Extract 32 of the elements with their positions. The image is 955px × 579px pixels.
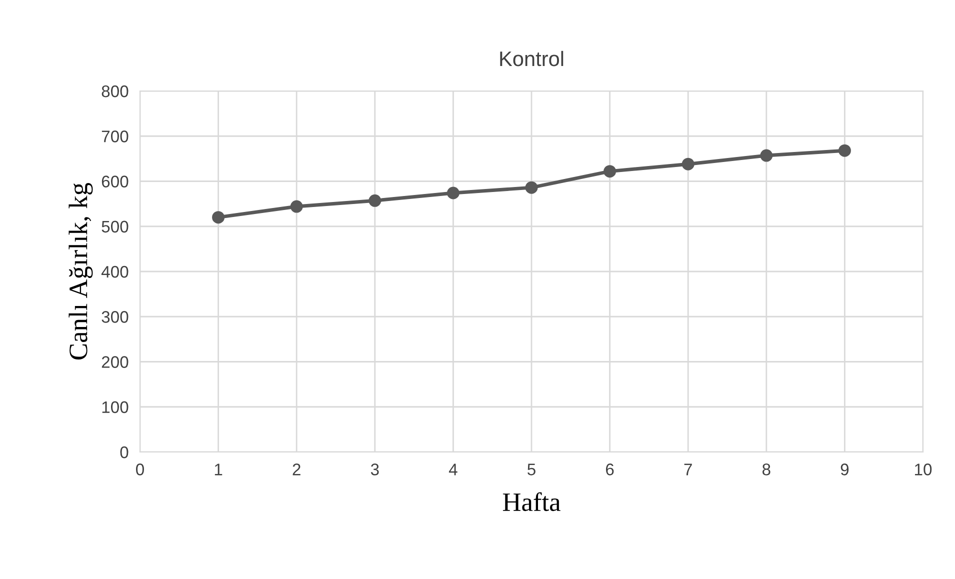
y-tick-label: 100 [102, 401, 128, 414]
point [525, 181, 538, 194]
x-tick-label: 8 [762, 464, 770, 476]
x-tick-label: 0 [136, 464, 144, 476]
x-tick-label: 6 [606, 464, 614, 476]
x-tick-label: 3 [370, 464, 379, 476]
y-tick-label: 300 [102, 311, 128, 323]
y-tick-label: 800 [102, 85, 128, 98]
x-axis-title: Hafta [502, 492, 560, 512]
y-tick-label: 500 [102, 220, 128, 233]
point [760, 149, 773, 162]
y-tick-label: 400 [101, 266, 128, 278]
point [212, 211, 225, 224]
x-tick-label: 2 [292, 464, 300, 476]
point [446, 186, 460, 200]
point [682, 158, 694, 170]
y-tick-label: 0 [120, 446, 128, 458]
x-tick-label: 9 [840, 464, 849, 476]
point [838, 144, 851, 157]
point [604, 165, 616, 178]
point [290, 200, 303, 213]
x-tick-label: 1 [214, 464, 222, 476]
x-tick-label: 10 [915, 464, 932, 476]
y-tick-label: 700 [102, 130, 128, 142]
x-tick-label: 4 [448, 464, 458, 476]
y-axis-title: Canlı Ağırlık, kg [68, 182, 93, 360]
y-tick-label: 600 [102, 176, 128, 188]
chart-title: Kontrol [500, 50, 564, 66]
x-tick-label: 5 [528, 464, 536, 476]
y-tick-label: 200 [102, 356, 128, 368]
x-tick-label: 7 [684, 464, 692, 476]
point [368, 194, 382, 207]
